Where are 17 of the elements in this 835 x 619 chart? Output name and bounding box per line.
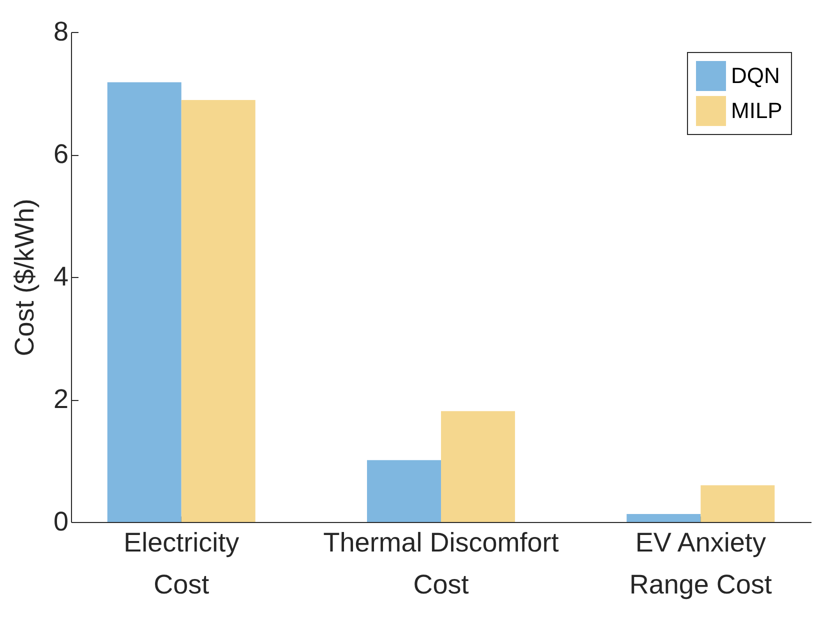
bar [626,514,701,522]
bar [107,82,182,522]
y-tick-label: 0 [53,506,68,536]
bar [700,485,775,522]
y-tick-label: 2 [53,384,68,414]
x-tick-label: Thermal Discomfort Cost [323,528,560,600]
bar [181,100,256,522]
y-tick-label: 8 [53,16,68,46]
bar [367,460,441,522]
y-tick-label: 6 [53,139,68,169]
x-tick-label: EV Anxiety Range Cost [629,528,772,600]
y-axis-title: Cost ($/kWh) [9,198,40,356]
x-tick-label: Electricity Cost [124,528,240,600]
y-tick-label: 4 [53,262,68,292]
bar [441,411,515,522]
legend-label: DQN [731,63,780,88]
legend-label: MILP [731,98,782,123]
